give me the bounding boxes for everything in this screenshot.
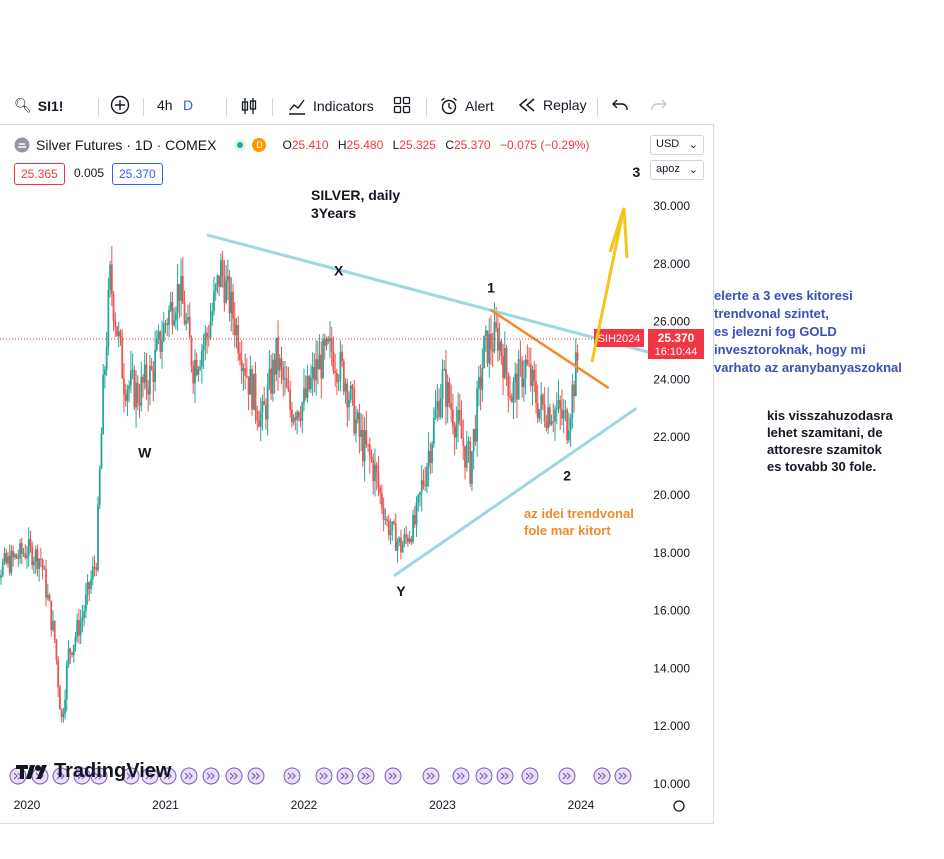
- bid-price[interactable]: 25.365: [14, 163, 65, 185]
- ohlc-values: O25.410 H25.480 L25.325 C25.370 −0.075 (…: [282, 138, 590, 152]
- blue-note: elerte a 3 eves kitoresi trendvonal szin…: [714, 288, 902, 375]
- symbol-label: SI1!: [37, 97, 64, 114]
- symbol-title[interactable]: Silver Futures · 1D · COMEX: [36, 137, 217, 153]
- redo-button[interactable]: [650, 96, 668, 114]
- alert-button[interactable]: Alert: [439, 96, 494, 116]
- search-icon: 🔍︎: [14, 97, 32, 113]
- tradingview-logo-icon: [16, 764, 47, 779]
- chart-note-title: SILVER, daily 3Years: [311, 187, 401, 221]
- interval-d[interactable]: D: [183, 97, 194, 113]
- replay-button[interactable]: Replay: [517, 96, 587, 114]
- redo-icon: [651, 99, 667, 110]
- chart-pane[interactable]: [0, 124, 714, 824]
- delayed-badge: D: [252, 138, 267, 152]
- top-toolbar: 🔍︎ SI1! 4h D Indicators Alert Replay: [0, 90, 944, 122]
- ask-price[interactable]: 25.370: [112, 163, 163, 185]
- status-dot-green: [234, 139, 247, 151]
- add-symbol-button[interactable]: [110, 95, 130, 115]
- layouts-button[interactable]: [393, 96, 411, 114]
- rewind-icon: [518, 98, 535, 112]
- currency-select[interactable]: USD ⌄: [650, 135, 704, 155]
- chevron-down-icon: ⌄: [688, 139, 698, 151]
- black-note: kis visszahuzodasra lehet szamitani, de …: [767, 408, 893, 474]
- spread-value: 0.005: [74, 166, 105, 180]
- alarm-clock-icon: [441, 97, 457, 115]
- undo-button[interactable]: [611, 96, 629, 114]
- grid-icon: [393, 96, 411, 114]
- indicators-button[interactable]: Indicators: [287, 96, 374, 116]
- chart-type-button[interactable]: [240, 96, 258, 116]
- chevron-down-icon: ⌄: [688, 164, 698, 176]
- symbol-search[interactable]: 🔍︎ SI1!: [14, 97, 63, 114]
- undo-icon: [612, 99, 628, 110]
- indicators-icon: [289, 99, 305, 115]
- plus-circle-icon: [110, 95, 130, 115]
- exchange-logo-icon: [14, 137, 30, 153]
- tradingview-logo: TradingView: [16, 760, 171, 783]
- scale-select[interactable]: apoz ⌄: [650, 160, 704, 180]
- interval-4h[interactable]: 4h: [157, 97, 173, 113]
- chart-legend: Silver Futures · 1D · COMEX D O25.410 H2…: [14, 137, 595, 153]
- orange-note: az idei trendvonal fole mar kitort: [524, 506, 634, 538]
- candles-icon: [241, 98, 257, 114]
